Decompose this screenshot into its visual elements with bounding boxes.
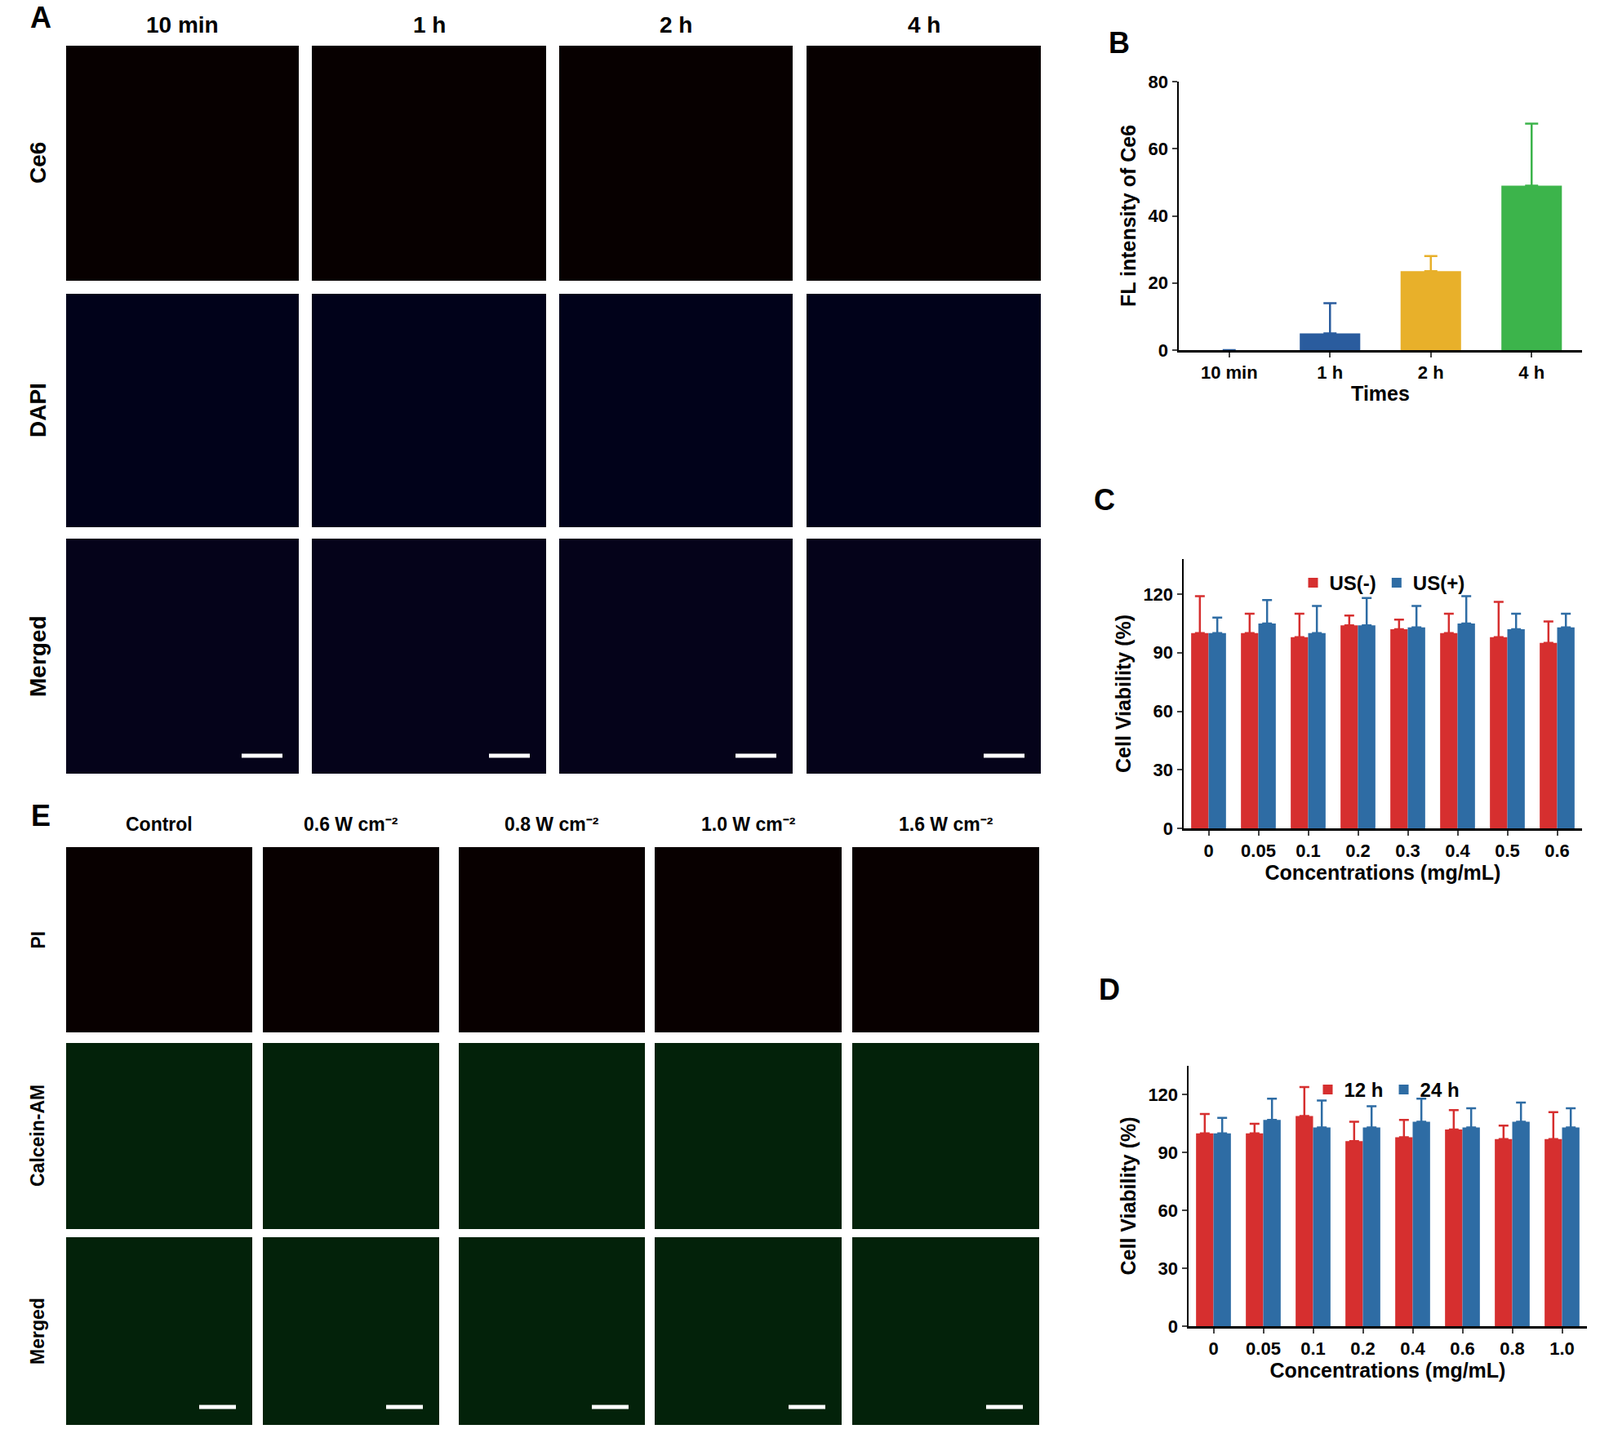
svg-text:0.4: 0.4 [1400, 1338, 1426, 1360]
svg-text:2 h: 2 h [1417, 362, 1445, 383]
svg-text:B: B [1108, 26, 1130, 60]
svg-text:Merged: Merged [25, 615, 51, 698]
svg-text:0: 0 [1203, 840, 1214, 862]
svg-text:4 h: 4 h [907, 12, 941, 38]
svg-text:120: 120 [1142, 584, 1174, 605]
svg-text:Cell Viability (%): Cell Viability (%) [1111, 614, 1135, 774]
svg-text:40: 40 [1148, 205, 1169, 227]
svg-text:Times: Times [1351, 382, 1410, 405]
svg-text:PI: PI [27, 931, 49, 950]
svg-text:1.0: 1.0 [1549, 1338, 1575, 1360]
svg-text:0.6: 0.6 [1544, 840, 1570, 862]
svg-text:0.2: 0.2 [1345, 840, 1371, 862]
svg-text:90: 90 [1158, 1142, 1178, 1164]
svg-text:20: 20 [1148, 272, 1169, 294]
svg-text:1 h: 1 h [413, 12, 446, 38]
svg-text:0.6 W cm⁻²: 0.6 W cm⁻² [303, 813, 399, 836]
svg-text:60: 60 [1153, 701, 1174, 722]
svg-text:60: 60 [1148, 138, 1169, 160]
svg-text:US(+): US(+) [1413, 572, 1465, 595]
svg-text:30: 30 [1158, 1258, 1178, 1280]
svg-text:Ce6: Ce6 [25, 142, 51, 184]
svg-text:0.6: 0.6 [1449, 1338, 1476, 1360]
svg-text:Concentrations (mg/mL): Concentrations (mg/mL) [1265, 861, 1502, 885]
svg-text:10 min: 10 min [146, 12, 219, 38]
svg-text:FL intensity of Ce6: FL intensity of Ce6 [1116, 124, 1140, 307]
svg-text:60: 60 [1158, 1200, 1178, 1222]
svg-text:0: 0 [1158, 340, 1169, 361]
svg-text:C: C [1093, 483, 1116, 517]
svg-text:0: 0 [1208, 1338, 1218, 1360]
svg-text:Merged: Merged [26, 1297, 49, 1365]
svg-text:DAPI: DAPI [25, 382, 51, 438]
svg-text:0: 0 [1163, 818, 1174, 840]
svg-text:10 min: 10 min [1200, 362, 1258, 383]
svg-text:A: A [30, 0, 52, 35]
svg-text:0.1: 0.1 [1300, 1338, 1326, 1360]
svg-text:0.8: 0.8 [1499, 1338, 1525, 1360]
svg-text:2 h: 2 h [659, 12, 693, 38]
svg-text:0.05: 0.05 [1245, 1338, 1281, 1360]
svg-text:Calcein-AM: Calcein-AM [26, 1084, 49, 1187]
svg-text:1 h: 1 h [1316, 362, 1343, 383]
svg-text:0.05: 0.05 [1240, 840, 1276, 862]
svg-text:24 h: 24 h [1420, 1079, 1460, 1102]
svg-text:90: 90 [1153, 642, 1174, 663]
svg-text:1.6 W cm⁻²: 1.6 W cm⁻² [898, 813, 994, 836]
svg-text:E: E [31, 799, 51, 833]
svg-text:0.5: 0.5 [1494, 840, 1520, 862]
svg-text:0.3: 0.3 [1395, 840, 1421, 862]
svg-text:US(-): US(-) [1329, 572, 1377, 595]
svg-text:Concentrations (mg/mL): Concentrations (mg/mL) [1270, 1359, 1507, 1383]
svg-text:0.2: 0.2 [1350, 1338, 1376, 1360]
svg-text:0.8 W cm⁻²: 0.8 W cm⁻² [504, 813, 600, 836]
svg-text:30: 30 [1153, 760, 1174, 781]
svg-text:80: 80 [1148, 71, 1169, 93]
svg-text:Cell Viability (%): Cell Viability (%) [1116, 1116, 1140, 1276]
svg-text:1.0 W cm⁻²: 1.0 W cm⁻² [701, 813, 796, 836]
svg-text:D: D [1098, 973, 1120, 1007]
svg-text:Control: Control [125, 813, 193, 836]
svg-text:0: 0 [1168, 1316, 1178, 1338]
svg-text:0.1: 0.1 [1295, 840, 1321, 862]
svg-text:12 h: 12 h [1344, 1079, 1384, 1102]
svg-text:120: 120 [1147, 1084, 1178, 1106]
svg-text:0.4: 0.4 [1444, 840, 1471, 862]
svg-text:4 h: 4 h [1518, 362, 1545, 383]
